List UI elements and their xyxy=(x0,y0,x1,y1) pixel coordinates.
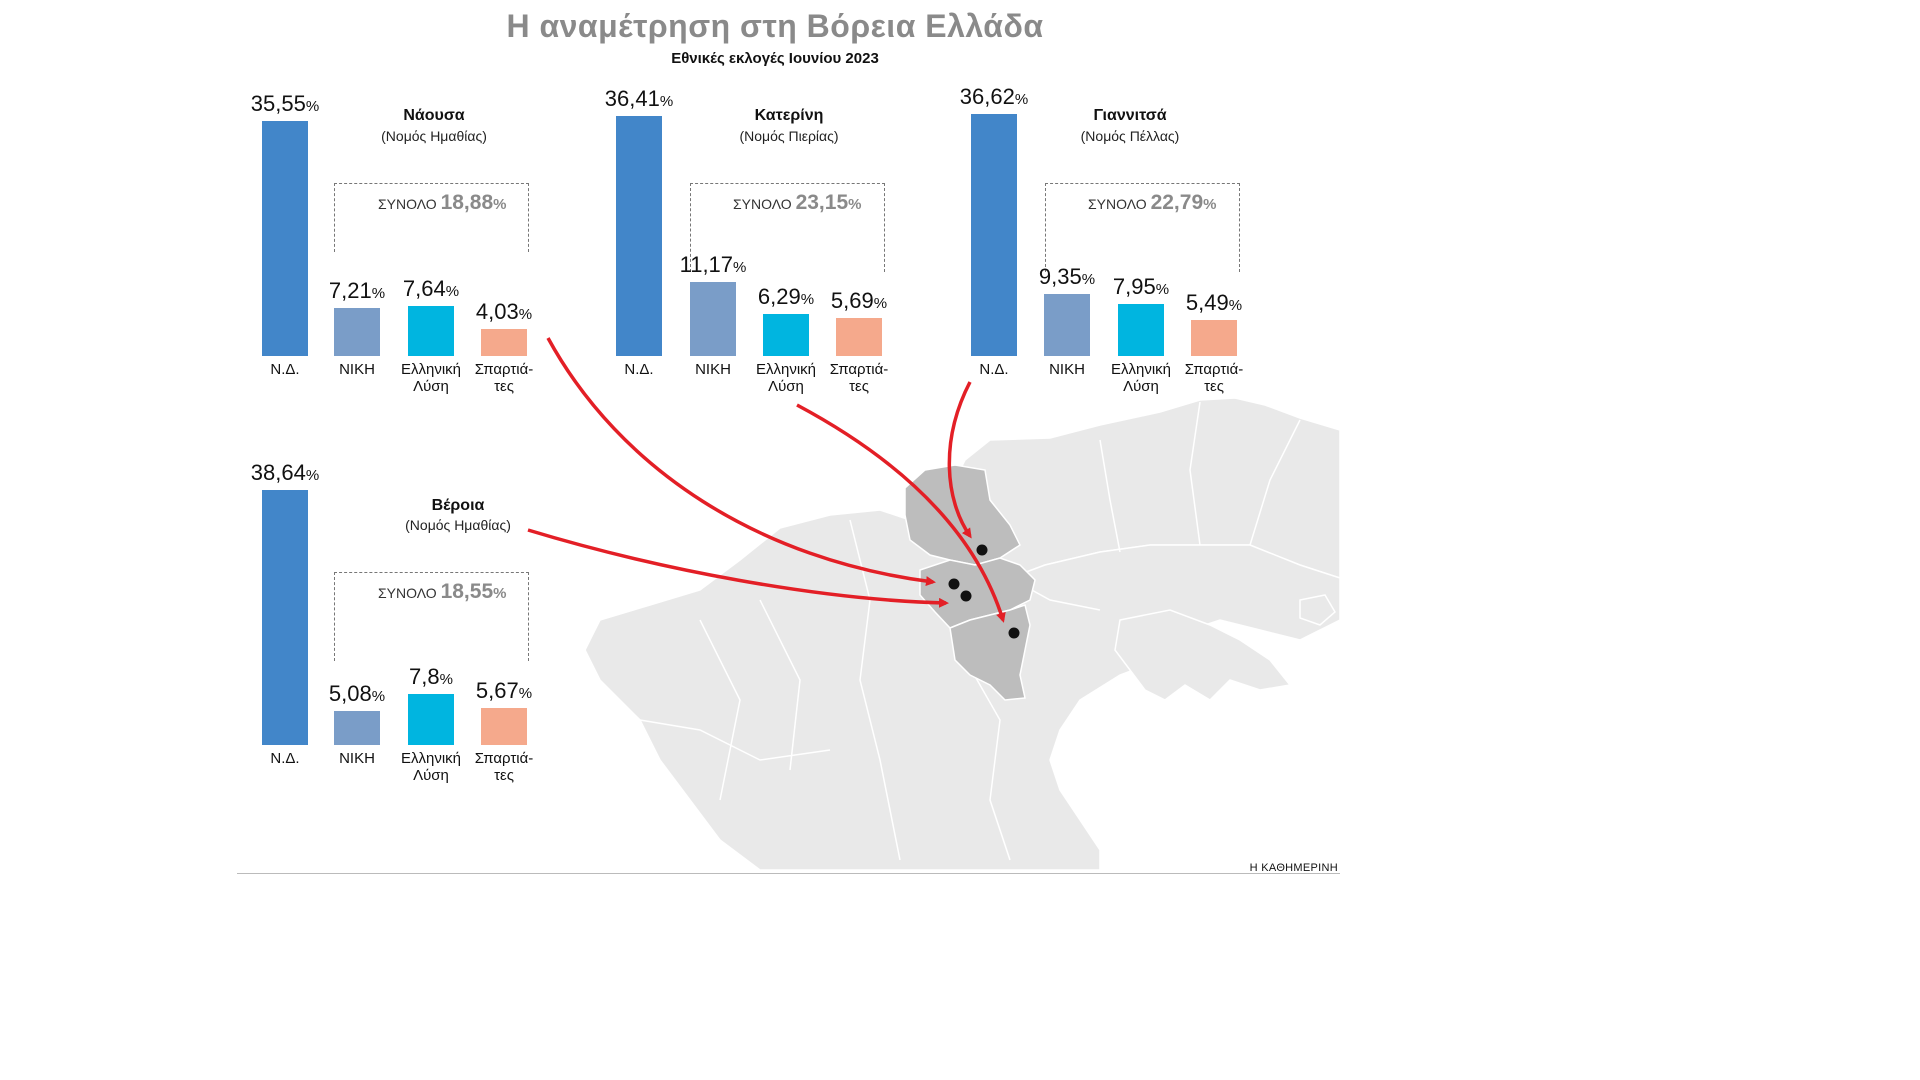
map-dot-veria xyxy=(960,590,972,602)
place-name: Κατερίνη xyxy=(754,107,824,124)
value-label-elliniki-lysi: 7,95% xyxy=(1112,273,1170,299)
bar-nd xyxy=(971,114,1017,356)
total-bracket xyxy=(334,183,529,252)
map-pella-prefecture xyxy=(904,464,1021,566)
total-bracket xyxy=(334,572,529,661)
category-label-spartiates: Σπαρτιά- τες xyxy=(829,361,889,395)
value-label-niki: 11,17% xyxy=(679,252,747,278)
bar-elliniki-lysi xyxy=(408,305,454,356)
total-label: ΣΥΝΟΛΟ 23,15% xyxy=(733,191,862,214)
value-label-nd: 36,62% xyxy=(959,84,1029,110)
arrow-naousa xyxy=(546,337,936,587)
place-name: Βέροια xyxy=(431,497,485,514)
category-label-nd: Ν.Δ. xyxy=(624,361,654,378)
category-label-elliniki-lysi: Ελληνική Λύση xyxy=(400,361,462,395)
category-label-elliniki-lysi: Ελληνική Λύση xyxy=(755,361,817,395)
value-label-spartiates: 5,69% xyxy=(830,288,888,314)
arrow-giannitsa xyxy=(947,381,972,539)
bottom-rule xyxy=(237,873,1340,874)
value-label-spartiates: 5,67% xyxy=(475,677,533,703)
bar-nd xyxy=(262,121,308,356)
place-prefecture: (Νομός Ημαθίας) xyxy=(381,128,487,144)
bar-nd xyxy=(616,115,662,356)
value-label-nd: 36,41% xyxy=(604,85,674,111)
category-label-elliniki-lysi: Ελληνική Λύση xyxy=(1110,361,1172,395)
value-label-niki: 9,35% xyxy=(1038,264,1096,290)
total-bracket xyxy=(1045,183,1240,272)
arrow-katerini xyxy=(796,403,1006,623)
category-label-nd: Ν.Δ. xyxy=(270,750,300,767)
map-dot-katerini xyxy=(1008,627,1020,639)
bar-niki xyxy=(1044,294,1090,356)
source-credit: Η ΚΑΘΗΜΕΡΙΝΗ xyxy=(1249,862,1338,874)
chart-title: Η αναμέτρηση στη Βόρεια Ελλάδα xyxy=(506,8,1044,44)
category-label-nd: Ν.Δ. xyxy=(979,361,1009,378)
category-label-spartiates: Σπαρτιά- τες xyxy=(474,750,534,784)
place-name: Γιαννιτσά xyxy=(1093,107,1167,124)
bar-nd xyxy=(262,489,308,745)
category-label-niki: ΝΙΚΗ xyxy=(339,361,375,378)
bar-spartiates xyxy=(481,707,527,745)
value-label-elliniki-lysi: 7,8% xyxy=(409,663,453,689)
map-pieria-prefecture xyxy=(949,604,1031,701)
total-bracket xyxy=(690,183,885,272)
bar-elliniki-lysi xyxy=(408,693,454,745)
place-name: Νάουσα xyxy=(403,107,465,124)
value-label-niki: 5,08% xyxy=(328,681,386,707)
map-island-thasos xyxy=(1299,594,1336,626)
bar-elliniki-lysi xyxy=(763,314,809,356)
bar-niki xyxy=(334,308,380,356)
place-prefecture: (Νομός Πέλλας) xyxy=(1080,128,1180,144)
map-region-mainland xyxy=(584,509,1341,871)
category-label-nd: Ν.Δ. xyxy=(270,361,300,378)
category-label-niki: ΝΙΚΗ xyxy=(339,750,375,767)
category-label-elliniki-lysi: Ελληνική Λύση xyxy=(400,750,462,784)
bar-niki xyxy=(690,282,736,356)
bar-elliniki-lysi xyxy=(1118,303,1164,356)
bar-spartiates xyxy=(836,318,882,356)
bar-spartiates xyxy=(1191,319,1237,356)
place-prefecture: (Νομός Πιερίας) xyxy=(739,128,839,144)
value-label-spartiates: 5,49% xyxy=(1185,289,1243,315)
map-land xyxy=(584,397,1341,871)
category-label-niki: ΝΙΚΗ xyxy=(1049,361,1085,378)
category-label-spartiates: Σπαρτιά- τες xyxy=(1184,361,1244,395)
value-label-nd: 38,64% xyxy=(250,459,320,485)
bar-spartiates xyxy=(481,329,527,356)
value-label-elliniki-lysi: 7,64% xyxy=(402,275,460,301)
total-label: ΣΥΝΟΛΟ 18,88% xyxy=(378,191,507,214)
map-internal-borders xyxy=(639,401,1301,861)
chart-subtitle: Εθνικές εκλογές Ιουνίου 2023 xyxy=(671,50,879,67)
map-dot-naousa xyxy=(948,578,960,590)
total-label: ΣΥΝΟΛΟ 18,55% xyxy=(378,580,507,603)
value-label-nd: 35,55% xyxy=(250,91,320,117)
value-label-elliniki-lysi: 6,29% xyxy=(757,284,815,310)
map-region-chalkidiki xyxy=(1114,609,1292,701)
bar-niki xyxy=(334,711,380,745)
category-label-spartiates: Σπαρτιά- τες xyxy=(474,361,534,395)
value-label-niki: 7,21% xyxy=(328,278,386,304)
arrow-veria xyxy=(527,528,949,608)
value-label-spartiates: 4,03% xyxy=(475,299,533,325)
map-dot-giannitsa xyxy=(976,544,988,556)
place-prefecture: (Νομός Ημαθίας) xyxy=(405,517,511,533)
category-label-niki: ΝΙΚΗ xyxy=(695,361,731,378)
total-label: ΣΥΝΟΛΟ 22,79% xyxy=(1088,191,1217,214)
northern-greece-map xyxy=(527,337,1341,871)
